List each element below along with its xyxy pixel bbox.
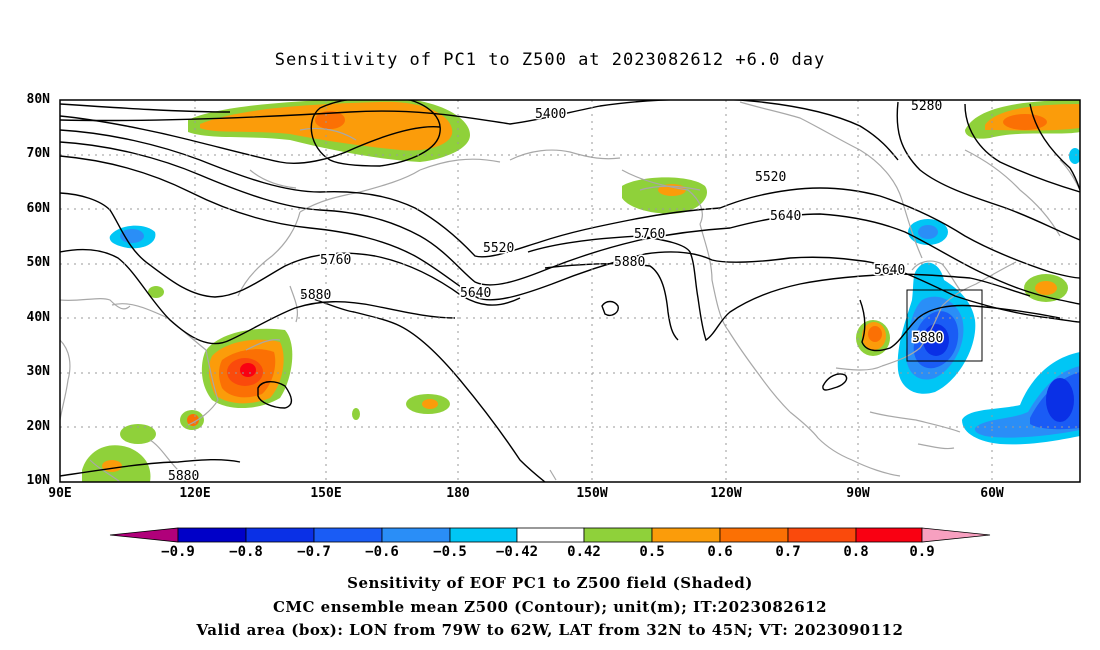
shade-pos-small-1 bbox=[148, 286, 164, 298]
colorbar-box bbox=[516, 527, 585, 543]
contour-label: 5400 bbox=[535, 107, 566, 122]
caption-line-3: Valid area (box): LON from 79W to 62W, L… bbox=[196, 621, 904, 639]
colorbar-label: 0.5 bbox=[639, 544, 665, 560]
lon-label: 180 bbox=[446, 486, 470, 501]
shade-pos-cpac-core bbox=[422, 399, 438, 409]
colorbar-box bbox=[245, 527, 315, 543]
lat-label: 30N bbox=[26, 364, 50, 379]
lat-label: 40N bbox=[26, 310, 50, 325]
shade-pos-ph-core bbox=[187, 414, 199, 426]
colorbar-label: −0.8 bbox=[229, 544, 263, 560]
lat-label: 20N bbox=[26, 419, 50, 434]
shade-neg-canada-core bbox=[918, 225, 938, 239]
map-title: Sensitivity of PC1 to Z500 at 2023082612… bbox=[274, 50, 826, 70]
contour-label: 5640 bbox=[874, 263, 905, 278]
contour-label: 5880 bbox=[300, 288, 331, 303]
contour-label: 5280 bbox=[911, 99, 942, 114]
colorbar-label: 0.42 bbox=[567, 544, 601, 560]
shade-pos-gulf-2 bbox=[868, 326, 882, 342]
contour-labels: 5400 5280 5520 5640 5520 5760 5640 5880 … bbox=[167, 98, 945, 486]
colorbar-box bbox=[177, 527, 247, 543]
z500-contours bbox=[60, 100, 1080, 482]
lon-label: 120E bbox=[179, 486, 211, 501]
contour-label: 5880 bbox=[912, 331, 943, 346]
map-background bbox=[60, 100, 1080, 482]
shade-pos-indochina-core bbox=[102, 460, 122, 472]
colorbar-label: 0.8 bbox=[843, 544, 869, 560]
lat-label: 70N bbox=[26, 146, 50, 161]
lon-label: 90W bbox=[846, 486, 870, 501]
contour-label: 5520 bbox=[483, 241, 514, 256]
colorbar-box bbox=[313, 527, 383, 543]
colorbar-label: −0.7 bbox=[297, 544, 331, 560]
lon-label: 60W bbox=[980, 486, 1004, 501]
colorbar-arrow-right bbox=[921, 527, 991, 543]
colorbar-box bbox=[855, 527, 923, 543]
gridlines bbox=[60, 100, 1080, 482]
colorbar-box bbox=[449, 527, 518, 543]
colorbar-arrow-left bbox=[109, 527, 179, 543]
colorbar-box bbox=[719, 527, 789, 543]
colorbar-box bbox=[583, 527, 653, 543]
contour-label: 5640 bbox=[770, 209, 801, 224]
shade-pos-sea bbox=[120, 424, 156, 444]
caption-line-1: Sensitivity of EOF PC1 to Z500 field (Sh… bbox=[347, 574, 753, 592]
shade-pos-natl-core bbox=[1035, 281, 1057, 295]
shade-pos-arctic-east-max bbox=[1003, 114, 1047, 130]
shade-pos-npacific-core bbox=[658, 184, 686, 196]
shade-neg-small-e bbox=[1069, 148, 1080, 164]
lon-label: 90E bbox=[48, 486, 72, 501]
colorbar-label: −0.5 bbox=[433, 544, 467, 560]
contour-label: 5880 bbox=[168, 469, 199, 484]
shade-neg-asia-core bbox=[120, 229, 144, 243]
contour-label: 5760 bbox=[634, 227, 665, 242]
colorbar-label: 0.7 bbox=[775, 544, 801, 560]
lat-label: 50N bbox=[26, 255, 50, 270]
colorbar bbox=[109, 527, 991, 543]
shade-pos-npacific bbox=[622, 177, 708, 214]
contour-label: 5520 bbox=[755, 170, 786, 185]
shade-neg-tatl-3 bbox=[1046, 378, 1074, 422]
lat-label: 80N bbox=[26, 92, 50, 107]
colorbar-label: 0.9 bbox=[909, 544, 935, 560]
lon-label: 150W bbox=[576, 486, 608, 501]
shade-pos-ecs-4 bbox=[240, 363, 256, 377]
lon-label: 120W bbox=[710, 486, 742, 501]
valid-area-box bbox=[906, 289, 983, 362]
colorbar-box bbox=[787, 527, 857, 543]
colorbar-label: 0.6 bbox=[707, 544, 733, 560]
caption-line-2: CMC ensemble mean Z500 (Contour); unit(m… bbox=[272, 598, 828, 616]
map-frame bbox=[59, 99, 1081, 483]
lat-label: 10N bbox=[26, 473, 50, 488]
lat-label: 60N bbox=[26, 201, 50, 216]
shade-pos-small-2 bbox=[352, 408, 360, 420]
contour-label: 5880 bbox=[614, 255, 645, 270]
colorbar-box bbox=[381, 527, 451, 543]
lon-label: 150E bbox=[310, 486, 342, 501]
colorbar-label: −0.9 bbox=[161, 544, 195, 560]
colorbar-label: −0.6 bbox=[365, 544, 399, 560]
contour-label: 5760 bbox=[320, 253, 351, 268]
colorbar-box bbox=[651, 527, 721, 543]
contour-label: 5640 bbox=[460, 286, 491, 301]
colorbar-label: −0.42 bbox=[495, 544, 539, 560]
shade-pos-siberia-max bbox=[315, 111, 345, 129]
